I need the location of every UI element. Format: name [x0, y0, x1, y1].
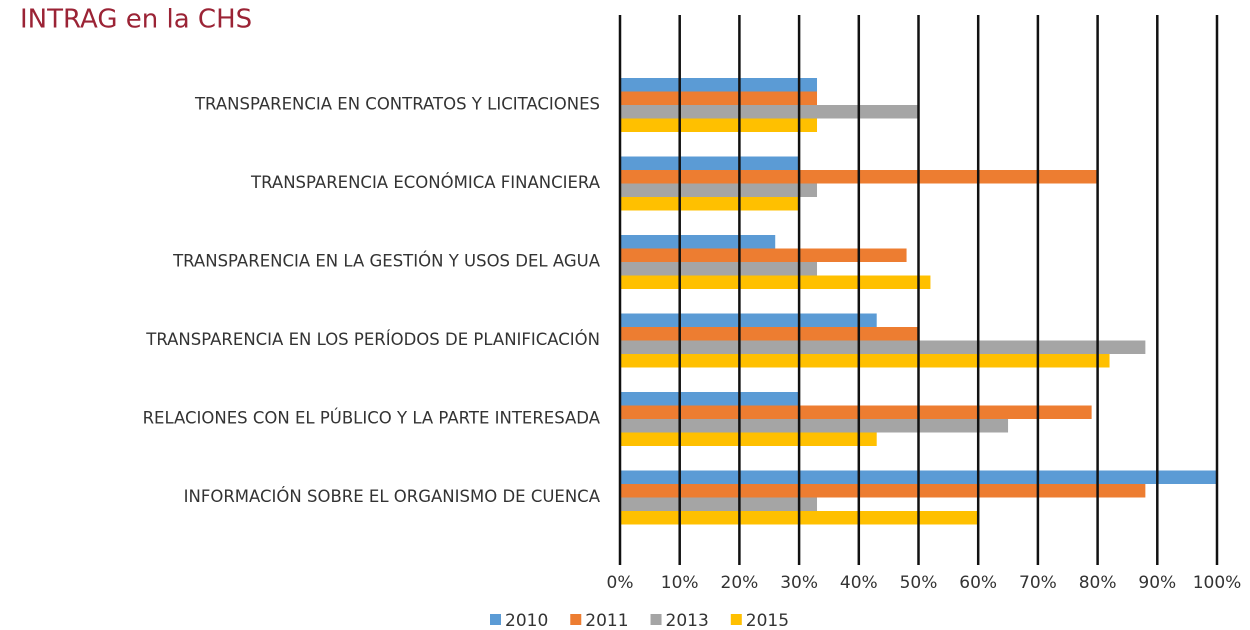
bar	[620, 248, 907, 262]
x-tick-label: 70%	[1019, 573, 1057, 593]
x-tick-label: 30%	[780, 573, 818, 593]
bar	[620, 275, 931, 289]
legend-label: 2015	[746, 611, 789, 630]
legend-swatch	[490, 614, 501, 625]
chart-title: INTRAG en la CHS	[20, 5, 252, 35]
x-tick-label: 60%	[959, 573, 997, 593]
bar	[620, 105, 919, 119]
x-tick-label: 80%	[1079, 573, 1117, 593]
bar	[620, 432, 877, 446]
bar	[620, 419, 1009, 433]
legend-label: 2011	[585, 611, 628, 630]
legend-swatch	[570, 614, 582, 625]
bar	[620, 313, 877, 327]
x-tick-label: 90%	[1138, 573, 1176, 593]
y-tick-label: INFORMACIÓN SOBRE EL ORGANISMO DE CUENCA	[184, 487, 601, 506]
y-tick-label: RELACIONES CON EL PÚBLICO Y LA PARTE INT…	[143, 409, 601, 428]
legend-swatch	[730, 614, 742, 625]
bar	[620, 497, 818, 511]
x-tick-label: 20%	[721, 573, 759, 593]
bar	[620, 262, 818, 276]
bar	[620, 392, 800, 406]
x-tick-label: 10%	[661, 573, 699, 593]
bar	[620, 354, 1110, 368]
bar	[620, 156, 800, 170]
bar	[620, 327, 919, 341]
y-tick-label: TRANSPARENCIA EN CONTRATOS Y LICITACIONE…	[194, 95, 600, 114]
x-tick-label: 0%	[607, 573, 634, 593]
y-tick-label: TRANSPARENCIA EN LOS PERÍODOS DE PLANIFI…	[145, 330, 600, 349]
legend-label: 2013	[666, 611, 709, 630]
bar	[620, 405, 1092, 419]
y-tick-label: TRANSPARENCIA ECONÓMICA FINANCIERA	[250, 173, 601, 192]
bar	[620, 340, 1146, 354]
x-tick-label: 50%	[900, 573, 938, 593]
legend-label: 2010	[505, 611, 548, 630]
bar	[620, 91, 818, 105]
bar	[620, 197, 800, 211]
bar	[620, 484, 1146, 498]
bar	[620, 235, 776, 249]
x-tick-label: 100%	[1193, 573, 1242, 593]
legend-swatch	[650, 614, 662, 625]
bar	[620, 118, 818, 132]
bar	[620, 78, 818, 92]
y-tick-label: TRANSPARENCIA EN LA GESTIÓN Y USOS DEL A…	[172, 252, 601, 271]
bar	[620, 183, 818, 197]
x-tick-label: 40%	[840, 573, 878, 593]
